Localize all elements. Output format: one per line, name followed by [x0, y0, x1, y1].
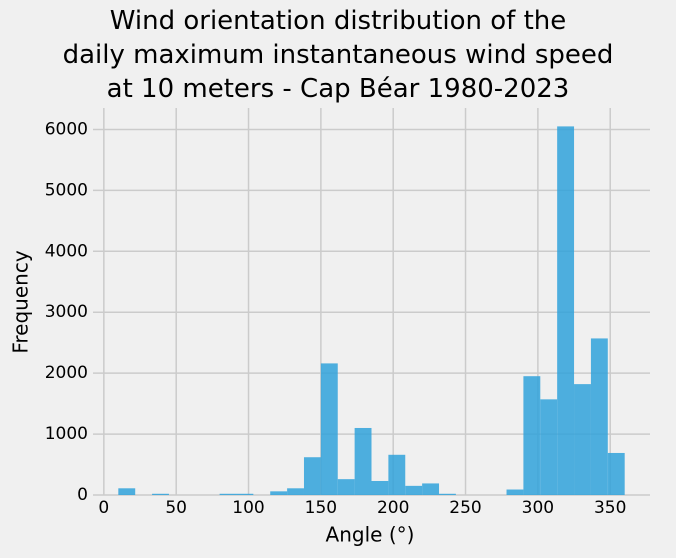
bar: [337, 479, 355, 495]
x-tick-label: 200: [377, 498, 409, 518]
x-tick-label: 100: [232, 498, 264, 518]
bar: [219, 493, 237, 495]
y-tick-label: 5000: [45, 180, 88, 200]
bar: [574, 384, 591, 495]
y-tick-label: 6000: [45, 119, 88, 139]
bar: [287, 488, 304, 495]
x-tick-label: 250: [449, 498, 481, 518]
bar: [506, 489, 524, 495]
bar: [320, 363, 338, 495]
bar: [590, 338, 608, 495]
chart-title: Wind orientation distribution of the dai…: [62, 6, 614, 104]
bar: [405, 485, 423, 495]
bar: [607, 452, 625, 495]
x-tick-label: 50: [165, 498, 187, 518]
x-tick-label: 150: [305, 498, 337, 518]
y-tick-label: 4000: [45, 241, 88, 261]
bar: [388, 454, 406, 495]
y-tick-label: 2000: [45, 363, 88, 383]
x-tick-label: 350: [594, 498, 626, 518]
bar: [371, 480, 389, 495]
bar: [422, 483, 440, 495]
x-tick-label: 0: [98, 498, 109, 518]
y-tick-label: 3000: [45, 302, 88, 322]
bar: [152, 493, 169, 495]
bar: [439, 493, 456, 495]
x-axis-label: Angle (°): [326, 523, 415, 547]
bar: [523, 376, 541, 495]
bar: [303, 457, 321, 495]
bar: [354, 427, 372, 495]
y-axis-label: Frequency: [9, 250, 33, 353]
bar: [540, 399, 558, 495]
bar: [236, 493, 254, 495]
y-tick-label: 1000: [45, 424, 88, 444]
y-tick-label: 0: [77, 485, 88, 505]
bar: [270, 491, 288, 495]
bar: [557, 126, 575, 495]
bar: [118, 488, 136, 495]
x-tick-label: 300: [522, 498, 554, 518]
